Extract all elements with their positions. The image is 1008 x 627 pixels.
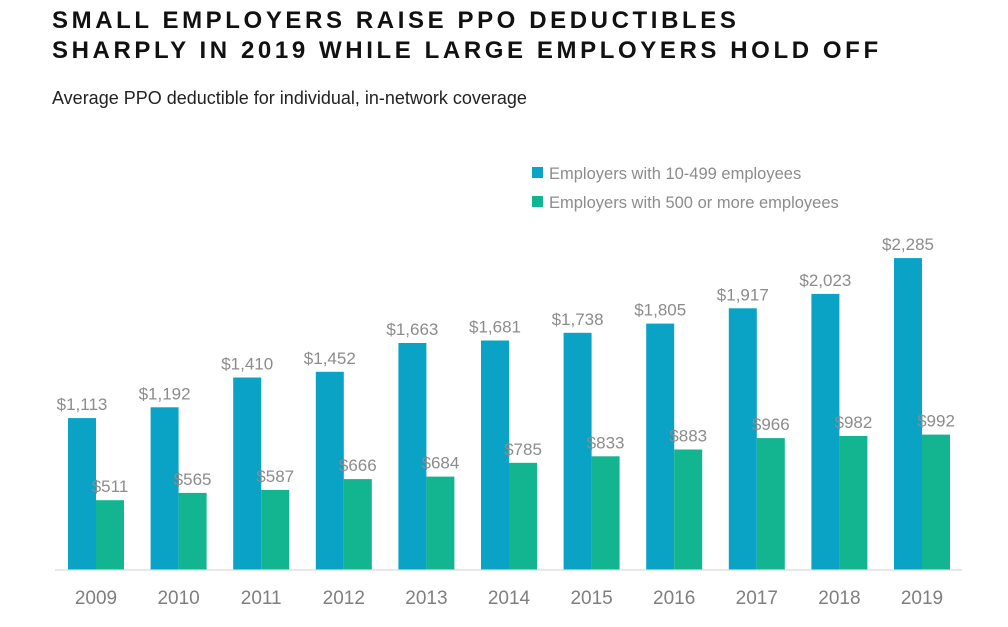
data-label-large-employers-2012: $666 [339,456,377,475]
plot-area: $1,113 $511 2009 $1,192 $565 2010 $1,410 $587 20… [57,235,955,609]
bar-small-employers-2016 [646,323,675,570]
data-label-large-employers-2011: $587 [256,467,294,486]
bar-small-employers-2013 [398,343,427,570]
chart-subtitle: Average PPO deductible for individual, i… [52,88,527,108]
data-label-large-employers-2014: $785 [504,440,542,459]
x-tick-label-2015: 2015 [570,588,612,609]
bar-large-employers-2009 [96,500,124,570]
data-label-large-employers-2009: $511 [92,477,129,496]
data-label-large-employers-2019: $992 [917,412,955,431]
chart-title-line-1: SMALL EMPLOYERS RAISE PPO DEDUCTIBLES [52,7,740,34]
x-tick-label-2014: 2014 [488,588,531,609]
bar-large-employers-2010 [178,492,207,570]
bar-small-employers-2011 [233,377,262,570]
legend-swatch-small-employers [532,167,543,178]
x-tick-label-2009: 2009 [75,588,117,609]
bar-small-employers-2012 [315,371,344,570]
bar-large-employers-2013 [426,476,455,570]
data-label-small-employers-2018: $2,023 [799,271,851,290]
bar-large-employers-2019 [922,434,950,570]
x-tick-label-2013: 2013 [405,588,447,609]
data-label-small-employers-2010: $1,192 [139,384,191,403]
bar-large-employers-2018 [839,436,868,570]
data-label-small-employers-2019: $2,285 [882,235,934,254]
x-tick-label-2011: 2011 [241,588,282,609]
bar-small-employers-2017 [728,308,757,570]
data-label-large-employers-2017: $966 [752,415,790,434]
data-label-large-employers-2013: $684 [421,454,459,473]
x-tick-label-2018: 2018 [818,588,860,609]
bar-small-employers-2009 [68,418,96,570]
bar-large-employers-2011 [261,489,290,570]
data-label-small-employers-2017: $1,917 [717,285,769,304]
bar-large-employers-2014 [509,462,537,570]
x-tick-label-2012: 2012 [323,588,365,609]
data-label-small-employers-2013: $1,663 [386,320,438,339]
bar-small-employers-2010 [150,407,179,570]
x-tick-label-2010: 2010 [157,588,199,609]
x-tick-label-2016: 2016 [653,588,695,609]
bar-large-employers-2015 [591,456,620,570]
data-label-large-employers-2016: $883 [669,427,707,446]
data-label-small-employers-2009: $1,113 [57,395,108,414]
x-tick-label-2017: 2017 [736,588,778,609]
legend-swatch-large-employers [532,196,543,207]
chart-title-line-2: SHARPLY IN 2019 WHILE LARGE EMPLOYERS HO… [52,37,882,64]
data-label-small-employers-2015: $1,738 [552,310,604,329]
data-label-small-employers-2011: $1,410 [221,355,273,374]
bar-large-employers-2012 [343,479,372,570]
data-label-small-employers-2012: $1,452 [304,349,356,368]
legend-label-small-employers: Employers with 10-499 employees [549,165,801,183]
bar-small-employers-2019 [894,258,922,570]
data-label-large-employers-2018: $982 [834,413,872,432]
bar-large-employers-2017 [756,438,785,570]
data-label-large-employers-2015: $833 [587,433,625,452]
data-label-large-employers-2010: $565 [174,470,212,489]
bar-small-employers-2015 [563,332,592,570]
bar-small-employers-2014 [481,340,509,570]
legend: Employers with 10-499 employees Employer… [532,165,839,212]
chart-title: SMALL EMPLOYERS RAISE PPO DEDUCTIBLES SH… [52,6,882,66]
x-tick-label-2019: 2019 [901,588,943,609]
legend-label-large-employers: Employers with 500 or more employees [549,194,839,212]
data-label-small-employers-2016: $1,805 [634,301,686,320]
bar-large-employers-2016 [674,449,703,570]
bar-small-employers-2018 [811,293,840,570]
data-label-small-employers-2014: $1,681 [469,318,521,337]
